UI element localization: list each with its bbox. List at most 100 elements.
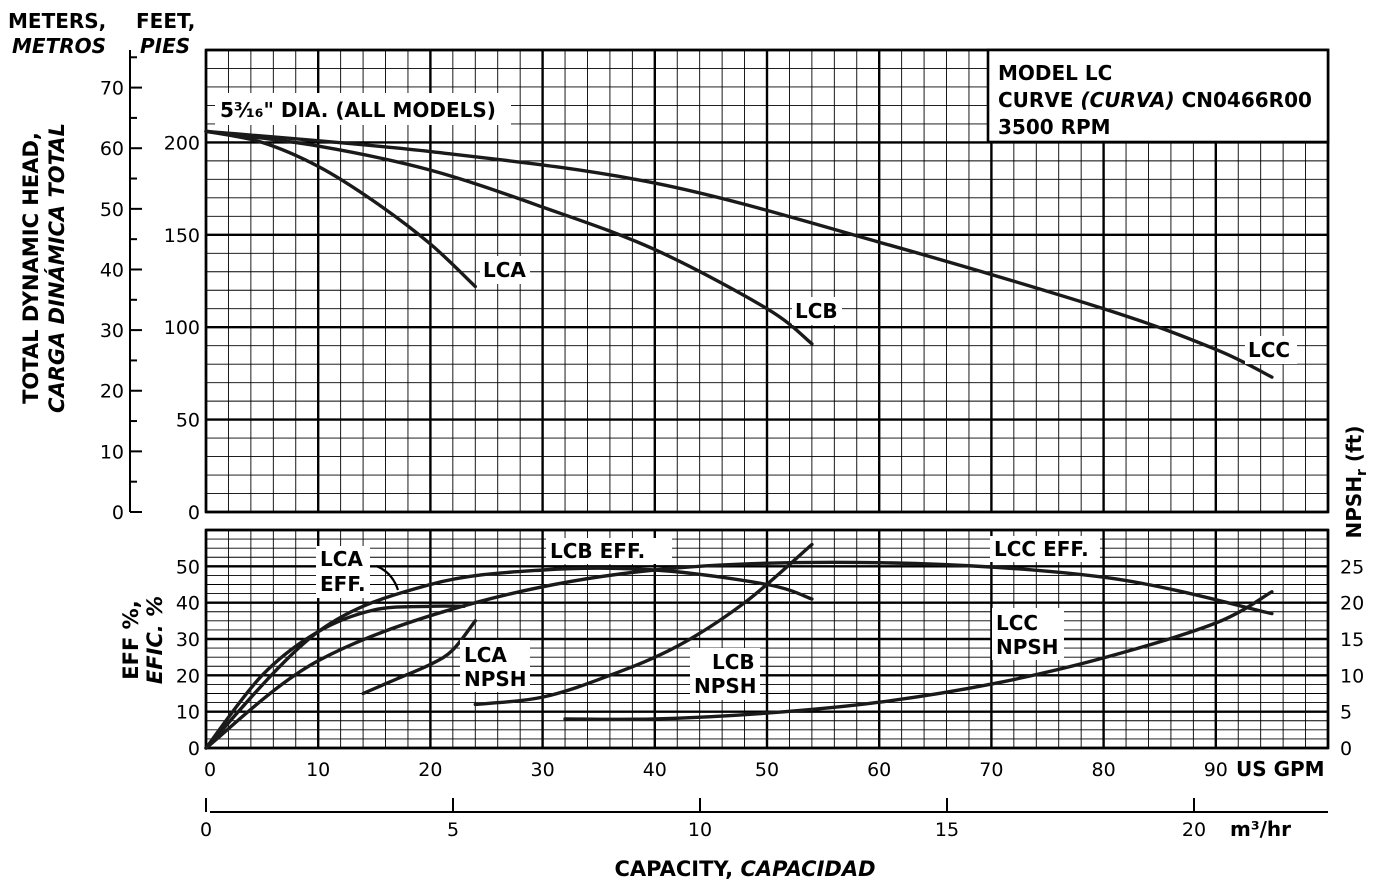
feet-tick-label: 200 <box>164 132 200 154</box>
gpm-tick-label: 70 <box>979 759 1003 781</box>
gpm-tick-label: 0 <box>204 759 216 781</box>
eff-tick-label: 50 <box>176 556 200 578</box>
tdh-title: TOTAL DYNAMIC HEAD, <box>19 132 43 404</box>
lcb-npsh-label-1: LCB <box>712 650 755 674</box>
head-plot-frame <box>204 48 1330 514</box>
eff-tick-label: 10 <box>176 702 200 724</box>
feet-tick-label: 0 <box>188 502 200 524</box>
feet-title: FEET, <box>136 9 195 33</box>
diameter-note: 5³⁄₁₆" DIA. (ALL MODELS) <box>220 98 496 122</box>
eff-tick-label: 20 <box>176 665 200 687</box>
head-curve-lcc <box>204 129 1274 379</box>
pies-title: PIES <box>140 34 190 58</box>
npsh-tick-label: 10 <box>1340 665 1364 687</box>
npsh-tick-label: 5 <box>1340 702 1352 724</box>
axes-group: 0501001502000102030405060700102030405005… <box>100 50 1364 841</box>
lca-label-bg <box>480 256 530 284</box>
gpm-tick-label: 90 <box>1204 759 1228 781</box>
gpm-tick-label: 30 <box>531 759 555 781</box>
curve-lcb-eff <box>204 566 814 750</box>
meters-title: METERS, <box>8 9 106 33</box>
gpm-tick-label: 10 <box>306 759 330 781</box>
m3hr-tick-label: 0 <box>200 819 212 841</box>
model-line1: MODEL LC <box>998 61 1112 85</box>
us-gpm-label: US GPM <box>1236 757 1325 781</box>
model-line2: CURVE (CURVA) CN0466R00 <box>998 88 1312 112</box>
lcc-npsh-label-1: LCC <box>996 611 1038 635</box>
lca-npsh-label-bg <box>460 640 530 692</box>
lca-eff-leader <box>375 564 400 591</box>
lcc-label-bg <box>1245 336 1297 364</box>
npsh-tick-label: 25 <box>1340 556 1364 578</box>
m3hr-tick-label: 15 <box>935 819 959 841</box>
npsh-tick-label: 15 <box>1340 629 1364 651</box>
m3hr-tick-label: 5 <box>447 819 459 841</box>
lca-label: LCA <box>483 258 526 282</box>
meters-tick-label: 20 <box>100 381 124 403</box>
eff-tick-label: 30 <box>176 629 200 651</box>
gpm-tick-label: 60 <box>867 759 891 781</box>
feet-tick-label: 150 <box>164 225 200 247</box>
meters-tick-label: 60 <box>100 138 124 160</box>
npsh-title: NPSHr (ft) <box>1342 426 1370 539</box>
model-line2-c: CN0466R00 <box>1175 88 1312 112</box>
m3hr-label: m³/hr <box>1230 817 1291 841</box>
curve-lca-eff <box>204 604 466 750</box>
lcc-npsh-label-2: NPSH <box>996 635 1059 659</box>
eff-title-alt: EFIC. % <box>143 596 167 684</box>
npsh-title-main: NPSH <box>1342 476 1366 539</box>
capacity-title: CAPACITY, CAPACIDAD <box>614 857 875 881</box>
diameter-note-bg <box>215 93 511 125</box>
head-curve-lca <box>204 129 477 289</box>
lcb-label: LCB <box>795 299 838 323</box>
npsh-title-unit: (ft) <box>1342 426 1366 470</box>
lcc-eff-label: LCC EFF. <box>994 537 1089 561</box>
lca-eff-label-1: LCA <box>320 547 363 571</box>
model-info-box <box>986 48 1330 144</box>
model-line2-a: CURVE <box>998 88 1080 112</box>
model-line3: 3500 RPM <box>998 115 1111 139</box>
tdh-title-alt: CARGA DINÁMICA TOTAL <box>44 123 69 413</box>
lcc-label: LCC <box>1248 338 1290 362</box>
lca-eff-label-2: EFF. <box>320 572 366 596</box>
eff-plot-frame <box>204 528 1330 750</box>
lcb-npsh-label-2: NPSH <box>694 674 757 698</box>
curve-lcc-npsh <box>563 590 1274 722</box>
curve-lcc-eff <box>204 560 1274 750</box>
meters-tick-label: 30 <box>100 320 124 342</box>
lca-npsh-label-1: LCA <box>464 643 507 667</box>
feet-tick-label: 50 <box>176 410 200 432</box>
eff-title: EFF %, <box>119 600 143 679</box>
curve-lcb-npsh <box>473 542 814 707</box>
lcb-eff-label-bg <box>546 538 672 564</box>
feet-tick-label: 100 <box>164 317 200 339</box>
meters-tick-label: 10 <box>100 441 124 463</box>
lca-eff-label-bg <box>316 546 370 598</box>
lca-npsh-label-2: NPSH <box>464 667 527 691</box>
lcb-eff-label: LCB EFF. <box>550 539 645 563</box>
head-curve-lcb <box>204 129 814 346</box>
meters-tick-label: 50 <box>100 199 124 221</box>
curves-group <box>204 129 1274 750</box>
npsh-tick-label: 0 <box>1340 738 1352 760</box>
lcc-eff-label-bg <box>990 536 1100 562</box>
eff-tick-label: 0 <box>188 738 200 760</box>
metros-title: METROS <box>12 34 106 58</box>
model-line2-b: (CURVA) <box>1080 88 1174 112</box>
eff-tick-label: 40 <box>176 593 200 615</box>
capacity-title-a: CAPACITY, <box>614 857 740 881</box>
gpm-tick-label: 80 <box>1092 759 1116 781</box>
lcc-npsh-label-bg <box>992 608 1064 660</box>
npsh-title-sub: r <box>1354 469 1370 476</box>
m3hr-tick-label: 20 <box>1182 819 1206 841</box>
gpm-tick-label: 50 <box>755 759 779 781</box>
capacity-title-b: CAPACIDAD <box>740 857 875 881</box>
meters-tick-label: 40 <box>100 259 124 281</box>
meters-tick-label: 70 <box>100 78 124 100</box>
lcb-npsh-label-bg <box>690 648 760 700</box>
meters-tick-label: 0 <box>112 502 124 524</box>
m3hr-tick-label: 10 <box>688 819 712 841</box>
lcb-label-bg <box>792 297 842 325</box>
npsh-tick-label: 20 <box>1340 593 1364 615</box>
